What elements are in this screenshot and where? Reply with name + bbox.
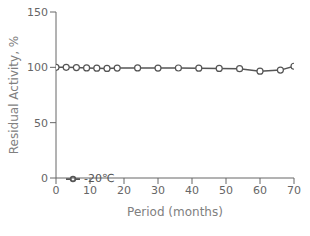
svg-text:40: 40 [185, 184, 199, 197]
svg-text:30: 30 [151, 184, 165, 197]
html-text:-20℃: -20℃ [84, 172, 115, 185]
svg-text:150: 150 [27, 6, 48, 19]
svg-text:Period (months): Period (months) [127, 205, 223, 219]
svg-text:0: 0 [41, 172, 48, 185]
svg-text:50: 50 [34, 117, 48, 130]
svg-text:50: 50 [219, 184, 233, 197]
svg-text:10: 10 [83, 184, 97, 197]
svg-text:Residual Activity, %: Residual Activity, % [8, 36, 21, 154]
svg-text:60: 60 [253, 184, 267, 197]
svg-text:100: 100 [27, 61, 48, 74]
svg-text:0: 0 [53, 184, 60, 197]
svg-text:70: 70 [287, 184, 301, 197]
svg-text:20: 20 [117, 184, 131, 197]
